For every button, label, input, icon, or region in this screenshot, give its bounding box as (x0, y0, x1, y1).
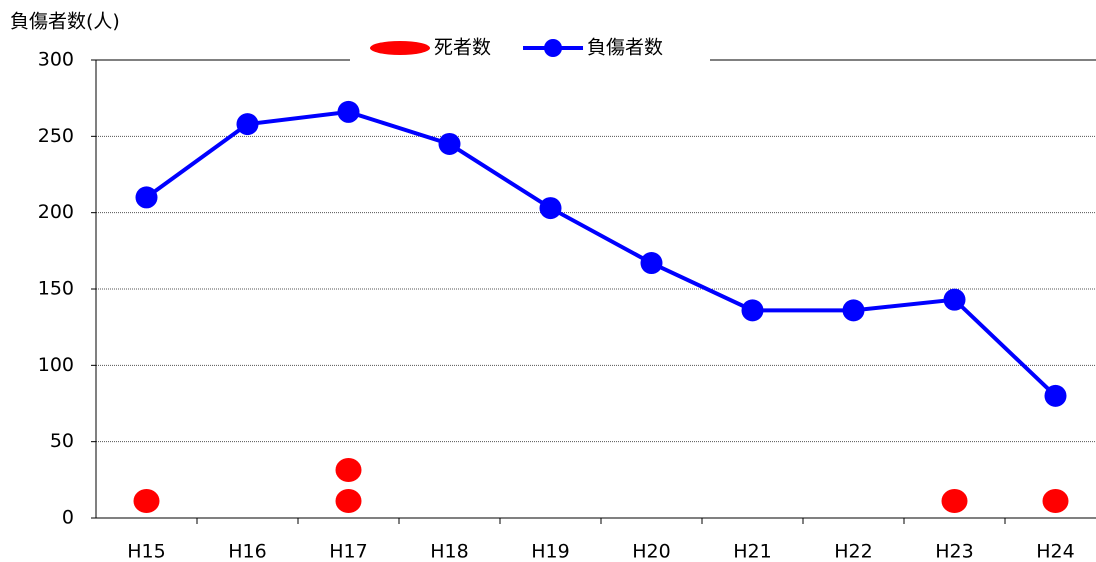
point (236, 113, 259, 136)
point (640, 252, 663, 275)
y-tick-label: 250 (38, 125, 74, 147)
x-tick-label: H17 (329, 541, 367, 562)
y-axis-label: 負傷者数(人) (10, 11, 120, 33)
x-tick-label: H16 (228, 541, 266, 562)
y-tick-label: 150 (38, 278, 74, 300)
count-dot (941, 489, 968, 513)
count-dot (133, 489, 160, 513)
count-dot (335, 458, 362, 482)
line (145, 109, 1057, 398)
y-tick-label: 0 (62, 507, 74, 529)
point (337, 100, 360, 123)
y-tick-label: 50 (50, 430, 74, 452)
y-tick-label: 300 (38, 49, 74, 71)
point (741, 299, 764, 322)
legend-label: 死者数 (434, 37, 491, 59)
x-tick-label: H21 (733, 541, 771, 562)
legend-swatch (544, 39, 563, 57)
legend-swatch (370, 41, 430, 55)
point (438, 132, 461, 155)
point (135, 186, 158, 209)
y-tick-label: 200 (38, 201, 74, 223)
y-tick-label: 100 (38, 354, 74, 376)
x-tick-label: H24 (1036, 541, 1074, 562)
legend-label: 負傷者数 (587, 37, 663, 59)
point (1044, 384, 1067, 407)
x-tick-label: H15 (127, 541, 165, 562)
x-tick-label: H23 (935, 541, 973, 562)
count-dot (335, 489, 362, 513)
point (943, 288, 966, 311)
point (539, 197, 562, 220)
x-tick-label: H20 (632, 541, 670, 562)
x-tick-label: H19 (531, 541, 569, 562)
x-tick-label: H22 (834, 541, 872, 562)
x-tick-label: H18 (430, 541, 468, 562)
point (842, 299, 865, 322)
count-dot (1042, 489, 1069, 513)
